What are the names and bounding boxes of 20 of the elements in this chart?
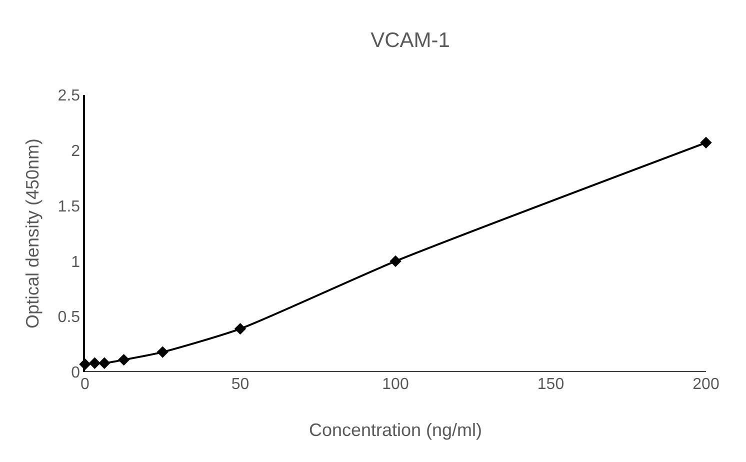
point (390, 255, 402, 268)
point (98, 357, 110, 369)
x-tick-label: 200 (692, 376, 720, 393)
point (88, 357, 101, 369)
point (118, 354, 130, 366)
y-tick-label: 2.5 (58, 88, 80, 105)
y-tick-label: 1.5 (58, 198, 80, 216)
x-axis-title: Concentration (ng/ml) (308, 420, 482, 440)
y-tick-label: 0.5 (58, 309, 80, 326)
y-axis-title: Optical density (450nm) (22, 138, 42, 329)
chart-title: VCAM-1 (370, 29, 450, 52)
x-tick-label: 100 (382, 376, 409, 393)
x-tick-label: 50 (231, 376, 250, 393)
point (700, 136, 712, 148)
y-tick-label: 0 (71, 364, 80, 382)
x-tick-label: 150 (537, 376, 564, 393)
y-tick-label: 2 (71, 143, 80, 160)
point (234, 322, 246, 335)
point (156, 346, 168, 358)
y-tick-label: 1 (71, 254, 80, 271)
